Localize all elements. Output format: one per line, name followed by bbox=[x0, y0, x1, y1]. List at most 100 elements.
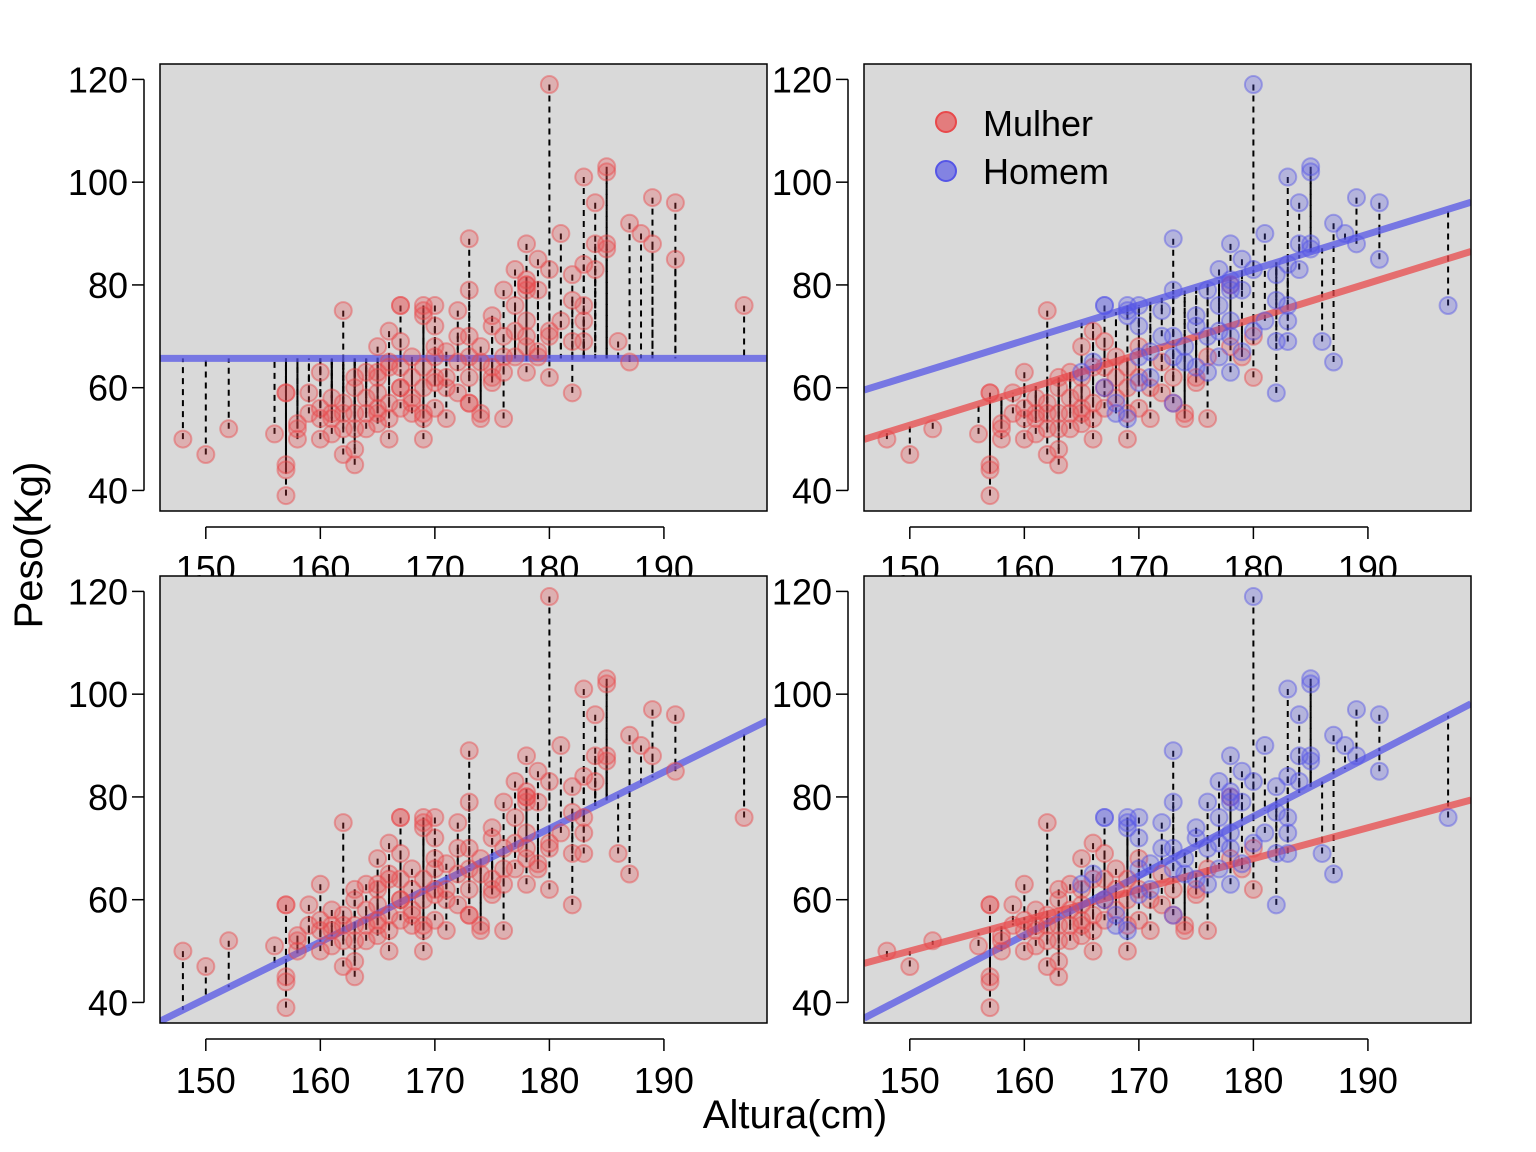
data-point bbox=[333, 813, 353, 833]
data-point bbox=[574, 843, 594, 863]
data-point bbox=[1278, 679, 1298, 699]
data-point bbox=[1163, 393, 1183, 413]
data-point bbox=[310, 362, 330, 382]
data-point bbox=[574, 311, 594, 331]
data-point bbox=[413, 403, 433, 423]
data-point bbox=[528, 792, 548, 812]
data-point bbox=[402, 915, 422, 935]
data-point bbox=[265, 936, 285, 956]
data-point bbox=[516, 326, 536, 346]
data-point bbox=[1220, 874, 1240, 894]
fit-line-all bbox=[160, 717, 767, 1023]
data-point bbox=[356, 362, 376, 382]
data-point bbox=[322, 403, 342, 423]
data-point bbox=[425, 316, 445, 336]
data-point bbox=[265, 424, 285, 444]
data-point bbox=[1301, 746, 1321, 766]
data-point bbox=[1014, 921, 1034, 941]
data-point bbox=[276, 895, 296, 915]
data-point bbox=[1026, 388, 1046, 408]
data-point bbox=[1037, 915, 1057, 935]
y-tick-label: 80 bbox=[792, 777, 832, 818]
data-point bbox=[379, 941, 399, 961]
data-point bbox=[1198, 347, 1218, 367]
data-point bbox=[1106, 388, 1126, 408]
data-point bbox=[1289, 705, 1309, 725]
data-point bbox=[1095, 843, 1115, 863]
data-point bbox=[1163, 905, 1183, 925]
data-point bbox=[539, 367, 559, 387]
data-point bbox=[1129, 295, 1149, 315]
data-point bbox=[413, 915, 433, 935]
data-point bbox=[368, 337, 388, 357]
data-point bbox=[1026, 424, 1046, 444]
data-point bbox=[1037, 393, 1057, 413]
data-point bbox=[1232, 761, 1252, 781]
data-point bbox=[1072, 337, 1092, 357]
data-point bbox=[1198, 362, 1218, 382]
data-point bbox=[1243, 772, 1263, 792]
data-point bbox=[734, 807, 754, 827]
plot-background bbox=[160, 64, 767, 511]
data-point bbox=[923, 419, 943, 439]
data-point bbox=[1049, 367, 1069, 387]
data-point bbox=[1152, 326, 1172, 346]
data-point bbox=[299, 383, 319, 403]
data-point bbox=[665, 193, 685, 213]
data-point bbox=[391, 807, 411, 827]
data-point bbox=[516, 746, 536, 766]
plot-border bbox=[159, 63, 768, 512]
y-tick-label: 120 bbox=[772, 59, 832, 100]
data-point bbox=[448, 301, 468, 321]
data-point bbox=[1106, 347, 1126, 367]
data-point bbox=[1014, 398, 1034, 418]
data-point bbox=[505, 833, 525, 853]
data-point bbox=[1266, 383, 1286, 403]
data-point bbox=[1152, 838, 1172, 858]
data-point bbox=[585, 234, 605, 254]
data-point bbox=[1301, 674, 1321, 694]
legend-marker-homem bbox=[935, 160, 957, 182]
data-point bbox=[980, 895, 1000, 915]
data-point bbox=[413, 818, 433, 838]
plot-area bbox=[864, 587, 1471, 1022]
data-point bbox=[413, 869, 433, 889]
data-point bbox=[1186, 885, 1206, 905]
data-point bbox=[379, 429, 399, 449]
data-point bbox=[1129, 337, 1149, 357]
data-point bbox=[1117, 813, 1137, 833]
data-point bbox=[631, 736, 651, 756]
data-point bbox=[425, 859, 445, 879]
data-point bbox=[969, 424, 989, 444]
x-axis: 150 160 170 180 190 bbox=[176, 1038, 694, 1101]
data-point bbox=[642, 746, 662, 766]
data-point bbox=[900, 444, 920, 464]
y-tick-label: 60 bbox=[792, 880, 832, 921]
data-point bbox=[1060, 915, 1080, 935]
data-point bbox=[471, 864, 491, 884]
data-point bbox=[665, 761, 685, 781]
data-point bbox=[482, 367, 502, 387]
data-point bbox=[482, 828, 502, 848]
data-point bbox=[448, 864, 468, 884]
data-point bbox=[1243, 587, 1263, 607]
data-point bbox=[391, 869, 411, 889]
data-point bbox=[1014, 874, 1034, 894]
data-point bbox=[1220, 326, 1240, 346]
data-point bbox=[1335, 736, 1355, 756]
data-point bbox=[1014, 910, 1034, 930]
data-point bbox=[1049, 951, 1069, 971]
data-point bbox=[665, 249, 685, 269]
x-tick-label: 150 bbox=[880, 1060, 940, 1101]
data-point bbox=[585, 193, 605, 213]
data-point bbox=[991, 414, 1011, 434]
x-tick-label: 170 bbox=[1109, 1060, 1169, 1101]
data-point bbox=[551, 224, 571, 244]
data-point bbox=[980, 967, 1000, 987]
data-point bbox=[368, 874, 388, 894]
y-axis: 40 60 80 100 120 bbox=[68, 59, 145, 511]
data-point bbox=[642, 234, 662, 254]
y-tick-label: 60 bbox=[88, 880, 128, 921]
data-point bbox=[482, 879, 502, 899]
x-tick-label: 160 bbox=[994, 1060, 1054, 1101]
